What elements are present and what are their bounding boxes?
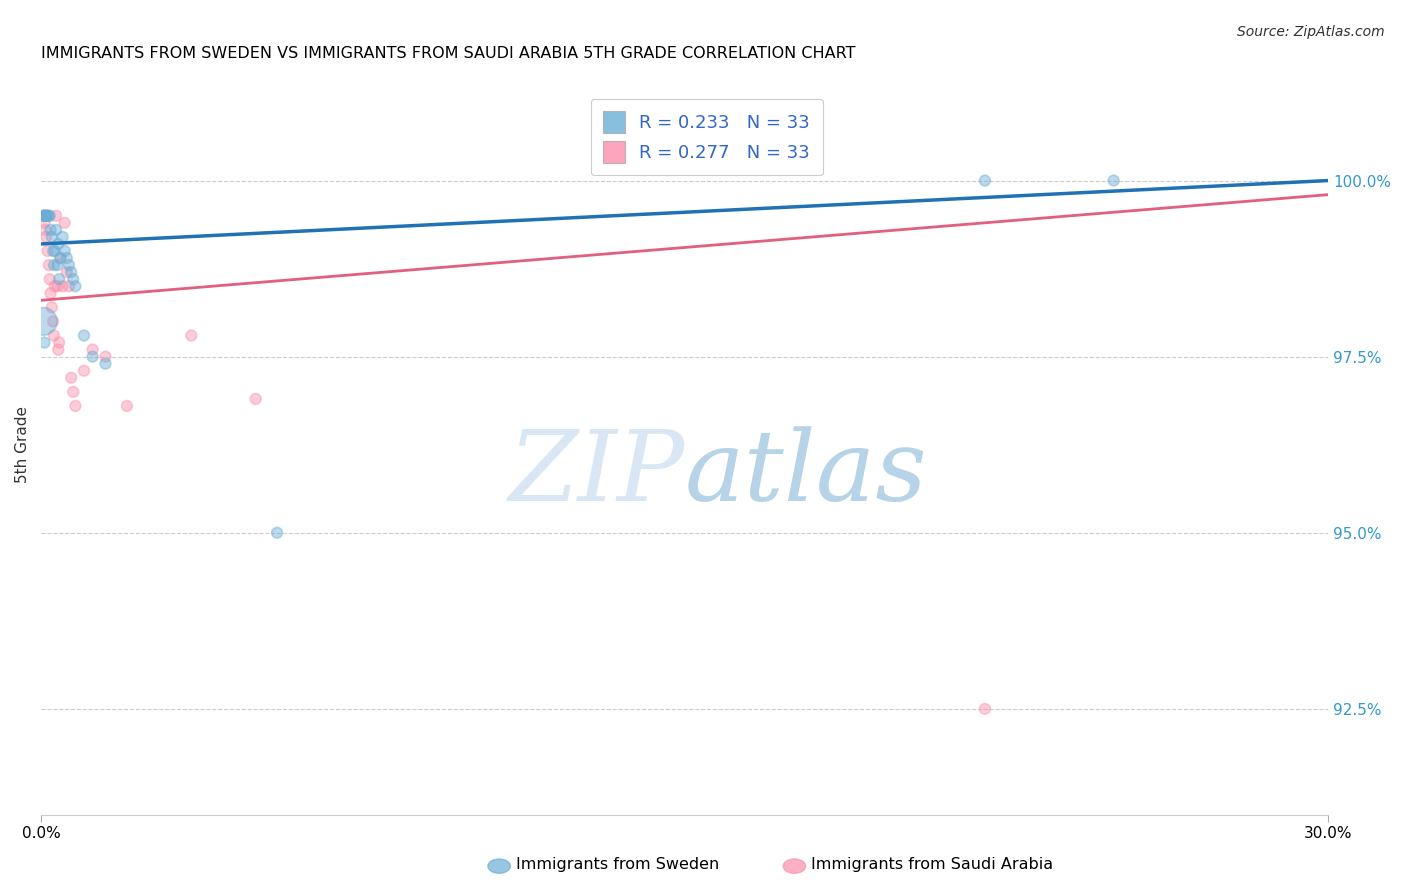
- Point: [35, 230, 58, 244]
- Point: [48, 272, 70, 286]
- Point: [32, 209, 55, 223]
- Point: [34, 209, 56, 223]
- Point: [38, 209, 60, 223]
- Point: [974, 702, 997, 716]
- Point: [115, 399, 138, 413]
- Point: [62, 272, 84, 286]
- Point: [82, 343, 104, 357]
- Point: [42, 328, 65, 343]
- Point: [58, 258, 80, 272]
- Point: [266, 525, 288, 540]
- Point: [48, 335, 70, 350]
- Point: [32, 314, 55, 328]
- Point: [1102, 173, 1125, 187]
- Y-axis label: 5th Grade: 5th Grade: [15, 406, 30, 483]
- Point: [56, 251, 79, 265]
- Point: [46, 258, 69, 272]
- Point: [73, 328, 96, 343]
- Point: [34, 209, 56, 223]
- Point: [34, 216, 56, 230]
- Point: [32, 209, 55, 223]
- Point: [35, 209, 58, 223]
- Point: [38, 258, 60, 272]
- Point: [34, 335, 56, 350]
- Point: [39, 286, 62, 301]
- Point: [73, 364, 96, 378]
- Point: [94, 357, 117, 371]
- Point: [60, 371, 83, 385]
- Point: [49, 251, 72, 265]
- Point: [45, 209, 67, 223]
- Point: [42, 258, 65, 272]
- Point: [53, 244, 76, 258]
- Point: [44, 244, 66, 258]
- Point: [56, 265, 79, 279]
- Point: [46, 279, 69, 293]
- Text: IMMIGRANTS FROM SWEDEN VS IMMIGRANTS FROM SAUDI ARABIA 5TH GRADE CORRELATION CHA: IMMIGRANTS FROM SWEDEN VS IMMIGRANTS FRO…: [41, 46, 856, 62]
- Point: [65, 399, 87, 413]
- Legend: R = 0.233   N = 33, R = 0.277   N = 33: R = 0.233 N = 33, R = 0.277 N = 33: [591, 99, 823, 175]
- Point: [51, 279, 73, 293]
- Point: [46, 343, 69, 357]
- Point: [34, 209, 56, 223]
- Point: [82, 350, 104, 364]
- Point: [35, 209, 58, 223]
- Point: [37, 244, 59, 258]
- Point: [58, 279, 80, 293]
- Point: [62, 384, 84, 399]
- Point: [42, 244, 65, 258]
- Point: [38, 209, 60, 223]
- Point: [41, 301, 63, 315]
- Text: Source: ZipAtlas.com: Source: ZipAtlas.com: [1237, 25, 1385, 39]
- Point: [39, 223, 62, 237]
- Point: [38, 272, 60, 286]
- Point: [94, 350, 117, 364]
- Point: [37, 209, 59, 223]
- Point: [51, 230, 73, 244]
- Point: [49, 251, 72, 265]
- Text: atlas: atlas: [685, 426, 928, 522]
- Point: [974, 173, 997, 187]
- Point: [41, 230, 63, 244]
- Point: [42, 314, 65, 328]
- Text: ZIP: ZIP: [509, 426, 685, 522]
- Point: [245, 392, 267, 406]
- Point: [44, 279, 66, 293]
- Point: [45, 223, 67, 237]
- Text: Immigrants from Saudi Arabia: Immigrants from Saudi Arabia: [811, 857, 1053, 872]
- Point: [34, 223, 56, 237]
- Point: [180, 328, 202, 343]
- Point: [65, 279, 87, 293]
- Point: [46, 236, 69, 251]
- Text: Immigrants from Sweden: Immigrants from Sweden: [516, 857, 720, 872]
- Point: [34, 209, 56, 223]
- Point: [53, 216, 76, 230]
- Point: [60, 265, 83, 279]
